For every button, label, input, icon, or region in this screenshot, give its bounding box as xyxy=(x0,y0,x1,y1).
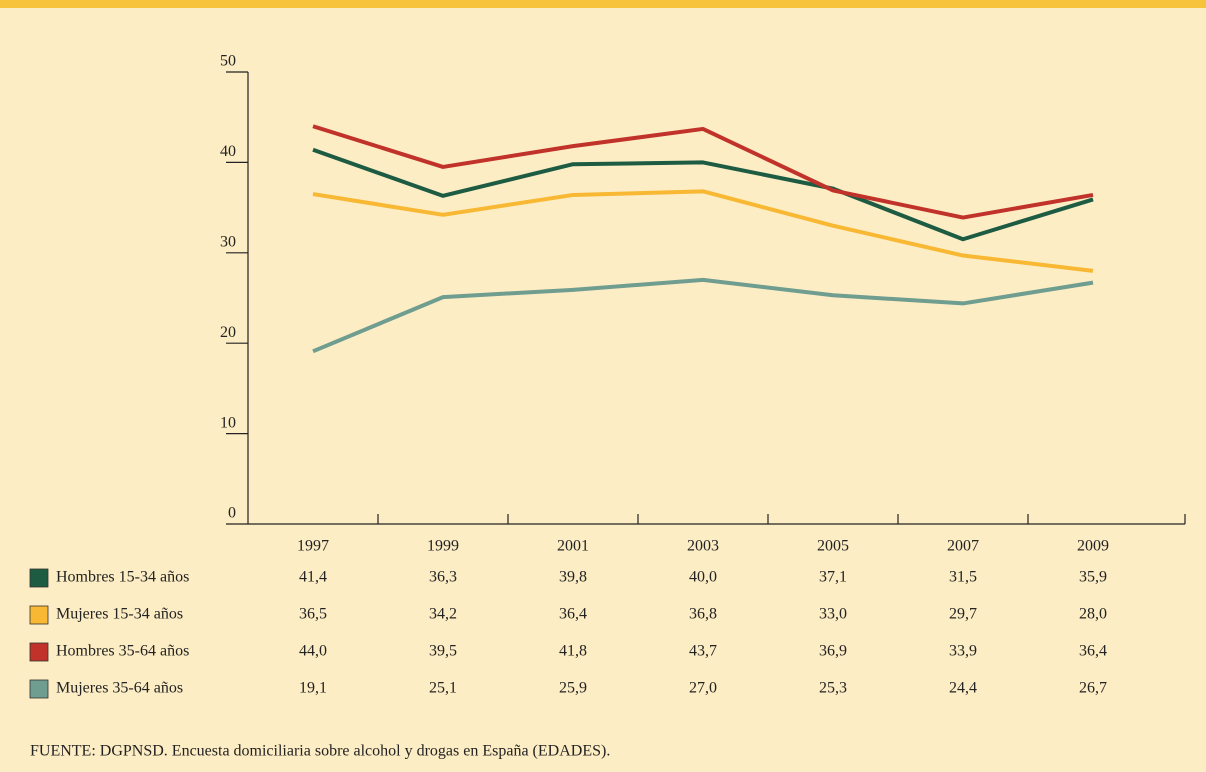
table-value: 41,8 xyxy=(559,643,587,660)
table-value: 19,1 xyxy=(299,680,327,697)
x-tick-label: 2009 xyxy=(1077,538,1109,555)
table-value: 25,3 xyxy=(819,680,847,697)
table-value: 36,4 xyxy=(559,606,587,623)
table-value: 29,7 xyxy=(949,606,977,623)
y-tick-label: 0 xyxy=(228,505,236,522)
table-value: 36,8 xyxy=(689,606,717,623)
table-value: 25,1 xyxy=(429,680,457,697)
legend-swatch xyxy=(29,679,49,699)
series-line xyxy=(312,124,1094,220)
table-value: 28,0 xyxy=(1079,606,1107,623)
table-value: 36,9 xyxy=(819,643,847,660)
legend-swatch xyxy=(29,605,49,625)
table-value: 37,1 xyxy=(819,569,847,586)
table-value: 24,4 xyxy=(949,680,977,697)
x-tick-label: 1999 xyxy=(427,538,459,555)
table-value: 34,2 xyxy=(429,606,457,623)
table-value: 35,9 xyxy=(1079,569,1107,586)
table-value: 44,0 xyxy=(299,643,327,660)
x-tick-label: 2001 xyxy=(557,538,589,555)
table-value: 41,4 xyxy=(299,569,327,586)
y-tick-label: 10 xyxy=(220,414,236,431)
table-value: 31,5 xyxy=(949,569,977,586)
series-line xyxy=(312,147,1094,242)
legend-label: Hombres 15-34 años xyxy=(56,569,189,586)
legend-label: Mujeres 35-64 años xyxy=(56,680,183,697)
series-line xyxy=(312,277,1094,354)
x-tick-label: 2005 xyxy=(817,538,849,555)
table-value: 26,7 xyxy=(1079,680,1107,697)
y-tick-label: 40 xyxy=(220,143,236,160)
table-value: 36,3 xyxy=(429,569,457,586)
table-value: 43,7 xyxy=(689,643,717,660)
legend-swatch xyxy=(29,642,49,662)
table-value: 39,8 xyxy=(559,569,587,586)
table-value: 40,0 xyxy=(689,569,717,586)
source: FUENTE: DGPNSD. Encuesta domiciliaria so… xyxy=(30,743,610,760)
x-tick-label: 2003 xyxy=(687,538,719,555)
x-tick-label: 1997 xyxy=(297,538,329,555)
legend-swatch xyxy=(29,568,49,588)
series-line xyxy=(312,189,1094,273)
table-value: 36,5 xyxy=(299,606,327,623)
table-value: 33,0 xyxy=(819,606,847,623)
y-tick-label: 50 xyxy=(220,53,236,70)
y-tick-label: 20 xyxy=(220,324,236,341)
legend-label: Hombres 35-64 años xyxy=(56,643,189,660)
table-value: 27,0 xyxy=(689,680,717,697)
table-value: 36,4 xyxy=(1079,643,1107,660)
table-value: 39,5 xyxy=(429,643,457,660)
table-value: 25,9 xyxy=(559,680,587,697)
table-value: 33,9 xyxy=(949,643,977,660)
top-bar xyxy=(0,0,1206,8)
legend-label: Mujeres 15-34 años xyxy=(56,606,183,623)
x-tick-label: 2007 xyxy=(947,538,979,555)
y-tick-label: 30 xyxy=(220,233,236,250)
